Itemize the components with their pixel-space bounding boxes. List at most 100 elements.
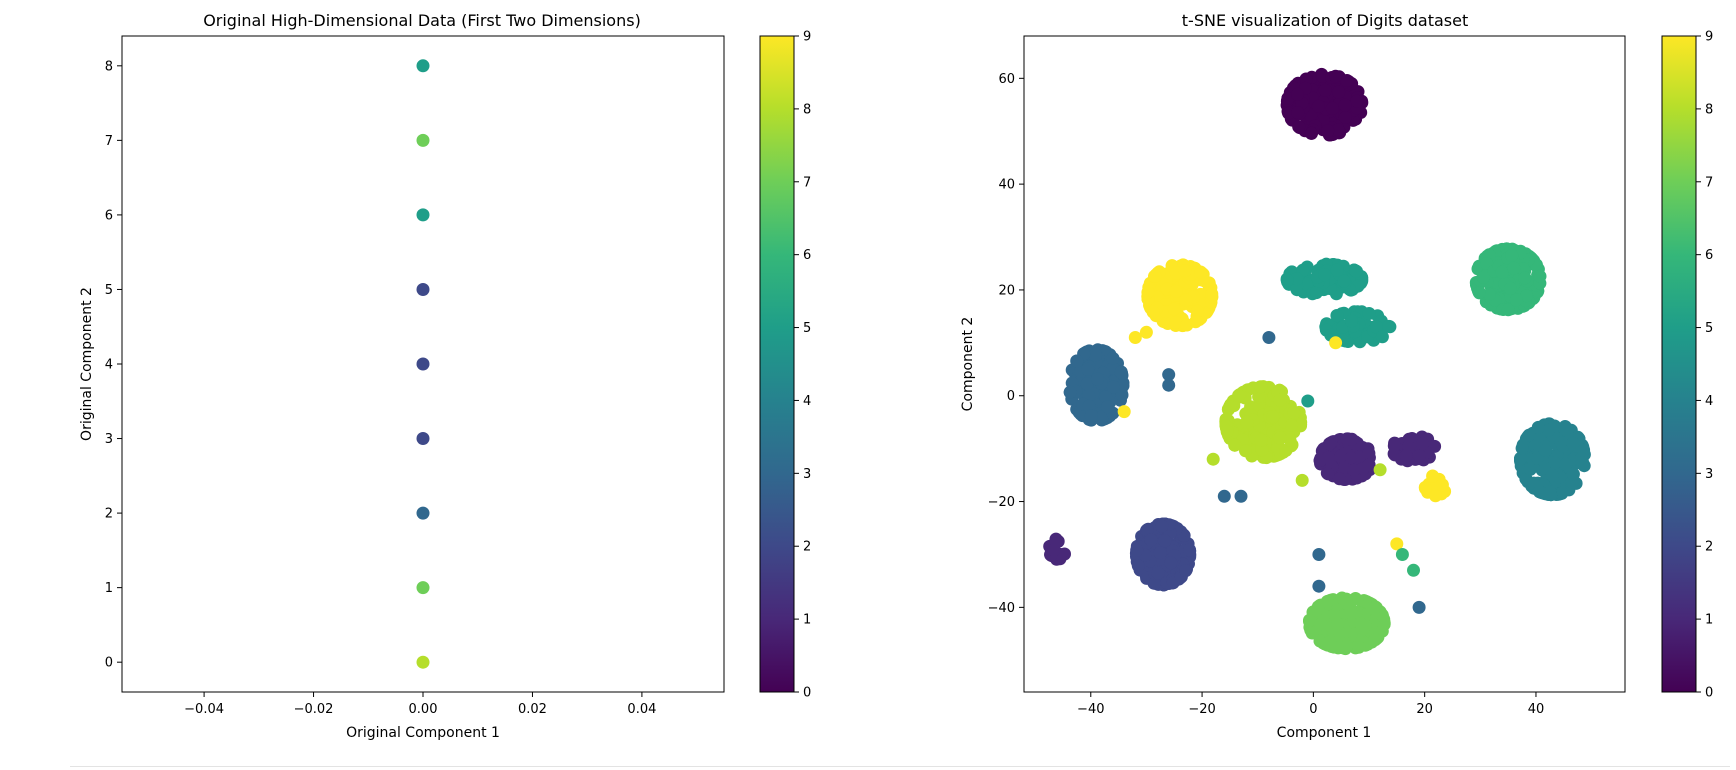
data-point xyxy=(1338,111,1352,124)
divider xyxy=(70,766,1730,767)
data-point xyxy=(1091,372,1104,386)
data-point xyxy=(1099,390,1113,404)
data-point xyxy=(1538,443,1552,457)
data-point xyxy=(1309,286,1323,300)
x-axis-ticks: −40 −20 0 20 40 xyxy=(1077,692,1544,717)
colorbar-tick-label: 5 xyxy=(803,321,811,336)
colorbar-tick-label: 7 xyxy=(1705,175,1713,190)
x-tick-label: 0.02 xyxy=(518,702,547,717)
data-point xyxy=(1291,87,1304,101)
data-point xyxy=(1367,602,1381,615)
data-point xyxy=(1254,380,1268,394)
chart-title: t-SNE visualization of Digits dataset xyxy=(1182,11,1468,30)
y-tick-label: 60 xyxy=(998,72,1015,87)
data-point xyxy=(1522,428,1536,442)
data-point xyxy=(1162,378,1176,392)
colorbar-tick-label: 1 xyxy=(803,613,811,628)
data-point xyxy=(1349,264,1363,278)
data-point xyxy=(1418,481,1432,495)
x-tick-label: 20 xyxy=(1416,702,1433,717)
data-point xyxy=(1382,319,1396,333)
data-point xyxy=(1354,617,1368,631)
data-point xyxy=(1063,385,1077,399)
data-point xyxy=(1262,331,1276,344)
colorbar-tick-label: 0 xyxy=(1705,686,1713,701)
colorbar-tick-label: 0 xyxy=(803,686,811,701)
data-point xyxy=(1495,265,1509,279)
x-axis-label: Component 1 xyxy=(1277,725,1372,741)
data-point xyxy=(1337,274,1351,288)
y-axis-label: Component 2 xyxy=(960,317,976,412)
data-point xyxy=(416,208,430,222)
data-point xyxy=(1106,351,1120,365)
data-point xyxy=(1321,124,1335,138)
data-point xyxy=(1140,523,1154,537)
data-point xyxy=(1101,400,1114,414)
data-point xyxy=(1330,309,1344,322)
data-point xyxy=(1476,270,1490,284)
data-point xyxy=(1279,443,1293,457)
data-point xyxy=(1205,287,1219,301)
data-point xyxy=(1333,472,1346,486)
colorbar-tick-label: 2 xyxy=(803,540,811,555)
data-point xyxy=(1373,463,1387,477)
data-point xyxy=(1239,444,1252,458)
data-point xyxy=(1305,626,1319,640)
data-point xyxy=(1362,458,1376,472)
data-point xyxy=(1114,365,1128,379)
data-point xyxy=(1532,485,1546,499)
data-point xyxy=(1350,94,1364,108)
x-axis-ticks: −0.04 −0.02 0.00 0.02 0.04 xyxy=(184,692,656,717)
x-tick-label: 0 xyxy=(1309,702,1317,717)
data-point xyxy=(416,357,430,371)
y-tick-label: 3 xyxy=(105,432,113,447)
data-point xyxy=(1331,123,1345,137)
colorbar-tick-label: 4 xyxy=(803,394,811,409)
data-point xyxy=(416,506,430,520)
data-point xyxy=(1294,418,1308,432)
data-point xyxy=(1287,406,1301,420)
data-point xyxy=(1130,543,1144,557)
original-data-chart: Original High-Dimensional Data (First Tw… xyxy=(79,11,811,741)
data-point xyxy=(1146,305,1160,319)
data-point xyxy=(1074,407,1088,421)
y-tick-label: 5 xyxy=(105,283,113,298)
data-point xyxy=(1234,489,1248,503)
data-point xyxy=(1047,543,1061,557)
data-point xyxy=(1151,566,1165,580)
data-point xyxy=(1180,318,1194,332)
data-point xyxy=(1321,451,1335,465)
plot-frame xyxy=(1023,35,1626,693)
y-tick-label: 7 xyxy=(105,134,113,149)
scatter-points xyxy=(1043,67,1591,656)
data-point xyxy=(1362,446,1376,460)
data-point xyxy=(1338,98,1352,112)
data-point xyxy=(1080,377,1094,391)
y-tick-label: −40 xyxy=(988,601,1015,616)
data-point xyxy=(1089,348,1103,362)
data-point xyxy=(1194,265,1208,279)
data-point xyxy=(1331,641,1345,655)
data-point xyxy=(1340,74,1354,87)
data-point xyxy=(1153,546,1167,560)
colorbar-tick-label: 6 xyxy=(803,248,811,263)
data-point xyxy=(1318,268,1331,282)
data-point xyxy=(1169,315,1183,329)
data-point xyxy=(1320,595,1334,608)
data-point xyxy=(1352,640,1366,654)
colorbar-tick-label: 3 xyxy=(1705,467,1713,482)
data-point xyxy=(1158,534,1172,548)
data-point xyxy=(1255,443,1269,457)
data-point xyxy=(1292,120,1306,134)
data-point xyxy=(1318,83,1332,97)
data-point xyxy=(1407,563,1420,577)
data-point xyxy=(1330,263,1344,277)
data-point xyxy=(1321,636,1335,650)
data-point xyxy=(1514,452,1528,465)
data-point xyxy=(1334,449,1348,463)
data-point xyxy=(1518,271,1532,285)
data-point xyxy=(1507,261,1521,275)
data-point xyxy=(1566,467,1580,481)
y-axis-ticks: −40 −20 0 20 40 60 xyxy=(988,72,1024,616)
